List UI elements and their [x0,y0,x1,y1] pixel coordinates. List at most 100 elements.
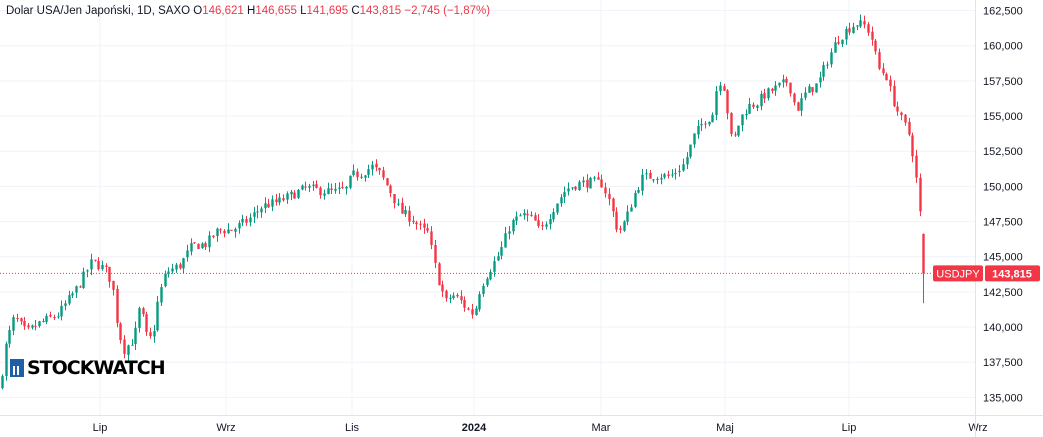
candle-up [201,243,204,249]
candle-down [586,179,589,188]
candle-up [841,39,844,45]
candle-down [615,211,618,230]
candle-down [704,123,707,125]
candle-up [711,114,714,123]
candle-up [845,28,848,40]
x-tick-label: Wrz [216,422,235,434]
candle-down [145,314,148,332]
candle-up [153,331,156,337]
candle-up [808,86,811,93]
candle-up [75,286,78,293]
candle-down [149,332,152,337]
candle-down [223,230,226,234]
low-value: 141,695 [306,5,349,17]
candle-down [356,171,359,178]
candle-up [175,264,178,270]
candle-down [375,163,378,168]
candle-up [186,250,189,258]
candle-down [49,314,52,317]
candle-down [604,187,607,194]
candle-down [389,185,392,194]
candle-up [778,82,781,86]
candle-up [449,297,452,299]
candle-up [815,83,818,93]
candle-down [378,167,381,171]
candle-up [264,203,267,208]
candle-down [526,213,529,216]
candle-down [530,214,533,216]
candle-down [734,134,737,136]
candle-up [700,123,703,126]
y-tick-label: 142,500 [983,287,1023,299]
candle-down [204,243,207,248]
candle-down [460,296,463,301]
candle-up [249,217,252,223]
candle-up [286,193,289,200]
candle-up [719,85,722,92]
low-label: L [300,5,307,17]
change-value: −2,745 (−1,87%) [404,5,491,17]
high-label: H [247,5,256,17]
candle-up [82,271,85,288]
candle-up [371,164,374,170]
candle-up [756,105,759,108]
candle-down [116,288,119,323]
candle-up [512,220,515,232]
candle-down [53,316,56,318]
candle-down [142,308,145,315]
candle-down [456,294,459,297]
candle-down [908,122,911,135]
candle-down [848,28,851,33]
candle-up [852,26,855,34]
candle-up [693,133,696,145]
candle-down [119,323,122,341]
candle-down [20,318,23,322]
candle-down [438,263,441,286]
candle-down [419,223,422,225]
candle-up [352,170,355,176]
candle-up [560,197,563,204]
candle-up [663,174,666,178]
candle-down [415,222,418,225]
x-tick-label: Lis [345,422,360,434]
candle-down [893,85,896,107]
candle-up [782,79,785,83]
candle-up [859,20,862,27]
candle-up [8,330,11,344]
candle-down [874,40,877,52]
candle-down [600,179,603,188]
candle-down [386,178,389,186]
candle-up [253,212,256,217]
candle-up [834,42,837,53]
candle-up [578,181,581,190]
candle-up [671,174,674,176]
candle-up [312,184,315,186]
candle-up [397,203,400,205]
candle-up [708,121,711,125]
candle-up [697,125,700,135]
candle-up [101,265,104,270]
candle-up [71,293,74,296]
candle-up [774,85,777,91]
candle-up [216,228,219,237]
candle-down [771,88,774,92]
candle-down [471,309,474,315]
y-tick-label: 147,500 [983,217,1023,229]
x-tick-label: Lip [93,422,108,434]
candle-up [748,103,751,114]
price-tag-label: 143,815 [992,268,1032,280]
candle-down [315,184,318,188]
candle-down [408,210,411,222]
candle-up [682,164,685,171]
candle-down [275,199,278,203]
candle-down [94,259,97,261]
candle-down [667,174,670,176]
candle-up [556,203,559,213]
candle-up [271,199,274,207]
candle-down [319,187,322,196]
candle-down [789,82,792,94]
candle-down [811,87,814,92]
candle-down [434,245,437,263]
candle-up [1,376,4,389]
